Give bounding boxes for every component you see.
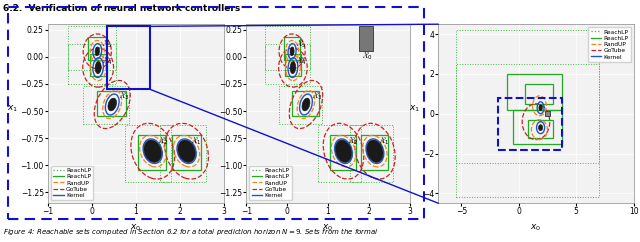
Text: Figure 4: Reachable sets computed in Section 6.2 for a total prediction horizon : Figure 4: Reachable sets computed in Sec… [3, 226, 379, 237]
X-axis label: $x_0$: $x_0$ [131, 222, 141, 233]
Text: $\mathcal{X}_5$: $\mathcal{X}_5$ [102, 39, 112, 51]
Bar [125, 125, 172, 182]
Bar [83, 86, 129, 124]
Bar [498, 98, 563, 150]
Ellipse shape [178, 140, 195, 162]
Ellipse shape [539, 105, 542, 111]
Legend: ReachLP, ReachLP, RandUP, GoTube, Kernel: ReachLP, ReachLP, RandUP, GoTube, Kernel [51, 166, 93, 200]
Ellipse shape [144, 140, 161, 162]
Bar [545, 111, 550, 116]
Bar [330, 135, 356, 170]
Bar [97, 91, 126, 116]
Bar [138, 135, 166, 170]
Bar [292, 91, 319, 116]
Text: $\mathcal{X}_3$: $\mathcal{X}_3$ [119, 90, 130, 101]
Text: $\mathcal{X}_4$: $\mathcal{X}_4$ [296, 55, 307, 67]
Bar [90, 53, 108, 76]
Bar [351, 125, 393, 182]
Bar [362, 135, 388, 170]
Bar [284, 37, 300, 60]
Ellipse shape [367, 140, 383, 162]
Ellipse shape [95, 47, 99, 56]
Bar [279, 86, 322, 124]
Bar [456, 64, 599, 197]
X-axis label: $x_0$: $x_0$ [531, 222, 541, 233]
Text: $\mathcal{X}_0$: $\mathcal{X}_0$ [362, 51, 372, 62]
Text: $\mathcal{X}_2$: $\mathcal{X}_2$ [348, 136, 358, 147]
Text: $\mathcal{X}_4$: $\mathcal{X}_4$ [102, 55, 112, 67]
Text: $\mathcal{X}_5$: $\mathcal{X}_5$ [296, 39, 307, 51]
Bar [358, 26, 373, 51]
Bar [513, 110, 563, 144]
Bar [68, 44, 116, 84]
Bar [172, 135, 201, 170]
Text: $\mathcal{X}_1$: $\mathcal{X}_1$ [191, 136, 202, 147]
Legend: ReachLP, ReachLP, RandUP, GoTube, Kernel: ReachLP, ReachLP, RandUP, GoTube, Kernel [250, 166, 292, 200]
Ellipse shape [108, 98, 116, 111]
Bar [456, 30, 599, 164]
Y-axis label: $x_1$: $x_1$ [409, 103, 420, 114]
X-axis label: $x_0$: $x_0$ [323, 222, 333, 233]
Bar [68, 26, 116, 70]
Bar [160, 125, 207, 182]
Ellipse shape [290, 47, 294, 56]
Bar [265, 44, 310, 84]
Ellipse shape [290, 61, 296, 74]
Ellipse shape [538, 125, 543, 131]
Bar [508, 74, 563, 110]
Text: 6.2.  Verification of neural network controllers: 6.2. Verification of neural network cont… [3, 4, 241, 13]
Bar [528, 120, 553, 138]
Bar [525, 84, 553, 104]
Bar [318, 125, 361, 182]
Bar [265, 26, 310, 70]
Text: $\mathcal{X}_3$: $\mathcal{X}_3$ [312, 90, 323, 101]
Ellipse shape [302, 98, 310, 111]
Text: $\mathcal{X}_2$: $\mathcal{X}_2$ [158, 136, 168, 147]
Legend: ReachLP, ReachLP, RandUP, GoTube, Kernel: ReachLP, ReachLP, RandUP, GoTube, Kernel [588, 27, 630, 62]
Y-axis label: $x_1$: $x_1$ [6, 103, 18, 114]
Bar [108, 26, 150, 89]
Text: $\mathcal{X}_1$: $\mathcal{X}_1$ [380, 136, 390, 147]
Bar [285, 53, 301, 76]
Bar [88, 37, 106, 60]
Ellipse shape [335, 140, 351, 162]
Ellipse shape [95, 61, 101, 74]
